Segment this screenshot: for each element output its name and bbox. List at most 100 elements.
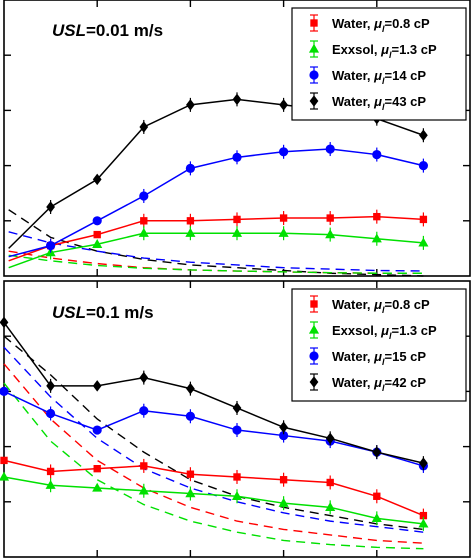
bottom-data-series [0,316,429,531]
bottom-data-point [92,482,103,492]
bottom-data-point [419,457,428,469]
top-data-point [92,216,102,226]
top-series-line [8,215,424,262]
bottom-data-point [418,518,429,528]
bottom-series-line [3,321,424,464]
top-panel-label: USL=0.01 m/s [52,21,163,40]
top-data-point [279,147,289,157]
top-legend-label: Water, μl=0.8 cP [332,16,430,34]
bottom-series-line [3,476,424,525]
top-legend-marker [308,43,320,53]
top-data-point [373,212,381,221]
bottom-data-point [325,432,335,445]
bottom-legend-label: Exxsol, μl=1.3 cP [332,323,437,341]
bottom-panel-label: USL=0.1 m/s [52,303,154,322]
top-panel: USL=0.01 m/s Water, μl=0.8 cP Exxsol, μl=… [3,0,471,277]
top-data-point [371,233,382,243]
top-data-point [279,214,288,222]
top-data-point [326,214,334,222]
top-data-point [418,161,428,171]
bottom-legend-marker [309,376,319,388]
top-data-point [138,227,149,237]
bottom-data-point [93,465,101,473]
bottom-data-point [0,316,9,329]
bottom-legend-marker [308,324,320,334]
bottom-data-point [279,476,288,484]
bottom-series-line [3,459,424,517]
top-legend: Water, μl=0.8 cP Exxsol, μl=1.3 cP Water, … [291,7,467,121]
top-series-line [8,148,424,258]
top-data-point [279,99,288,111]
bottom-data-point [278,497,289,507]
bottom-data-point [325,502,336,511]
bottom-legend-label: Water, μl=0.8 cP [332,297,430,315]
top-data-point [419,129,428,141]
bottom-data-point [185,411,195,421]
top-data-point [139,121,149,133]
top-data-point [46,201,55,213]
bottom-data-point [46,380,55,392]
top-data-point [186,217,195,225]
top-data-point [140,217,148,225]
top-legend-label: Water, μl=14 cP [332,68,426,86]
bottom-dashed-curve [3,382,424,550]
bottom-data-point [326,478,334,487]
top-data-point [92,238,103,248]
top-data-point [418,237,429,247]
bottom-data-point [0,471,10,481]
bottom-data-point [46,408,56,419]
top-data-point [185,227,196,237]
top-data-point [325,144,335,154]
top-data-point [186,99,195,111]
bottom-legend-marker [309,351,319,361]
bottom-data-point [233,473,241,481]
bottom-data-point [45,479,56,489]
bottom-series-line [3,390,424,467]
bottom-data-point [232,425,242,435]
top-legend-marker [309,95,319,107]
top-legend-label: Exxsol, μl=1.3 cP [332,42,437,60]
top-dashed-curve [8,231,424,272]
top-data-point [232,152,242,162]
bottom-data-point [231,490,243,500]
bottom-data-point [139,406,149,416]
top-model-curves [8,209,424,277]
bottom-dashed-curve [3,335,424,531]
top-dashed-curve [8,254,424,274]
top-data-point [325,229,336,239]
bottom-data-point [371,513,382,523]
top-data-point [372,149,382,160]
top-data-point [233,215,241,224]
top-data-point [419,215,428,224]
bottom-data-point [46,467,55,476]
bottom-data-point [92,425,102,435]
bottom-legend-marker [310,300,318,308]
bottom-data-point [0,456,8,465]
top-dashed-curve [8,209,424,277]
top-data-point [139,191,149,201]
bottom-legend-box [291,288,467,402]
top-data-point [185,163,195,173]
bottom-data-point [373,492,381,500]
top-legend-label: Water, μl=43 cP [332,94,426,112]
top-data-point [93,230,101,239]
top-legend-marker [309,70,319,80]
bottom-x-ticks [96,281,378,557]
top-data-point [232,93,242,106]
bottom-data-point [140,462,148,470]
bottom-data-point [279,430,289,441]
bottom-data-point [186,382,195,395]
bottom-legend-label: Water, μl=42 cP [332,375,426,393]
top-data-point [278,227,289,237]
top-data-point [231,227,243,237]
bottom-data-point [419,511,428,520]
bottom-data-point [279,421,288,434]
top-legend-marker [310,19,318,27]
bottom-data-point [92,380,102,392]
bottom-data-point [185,488,196,498]
bottom-data-point [139,371,149,384]
bottom-data-point [186,470,195,478]
bottom-data-point [0,386,9,396]
bottom-panel: USL=0.1 m/s Water, μl=0.8 cP Exxsol, μl=1… [0,280,471,558]
